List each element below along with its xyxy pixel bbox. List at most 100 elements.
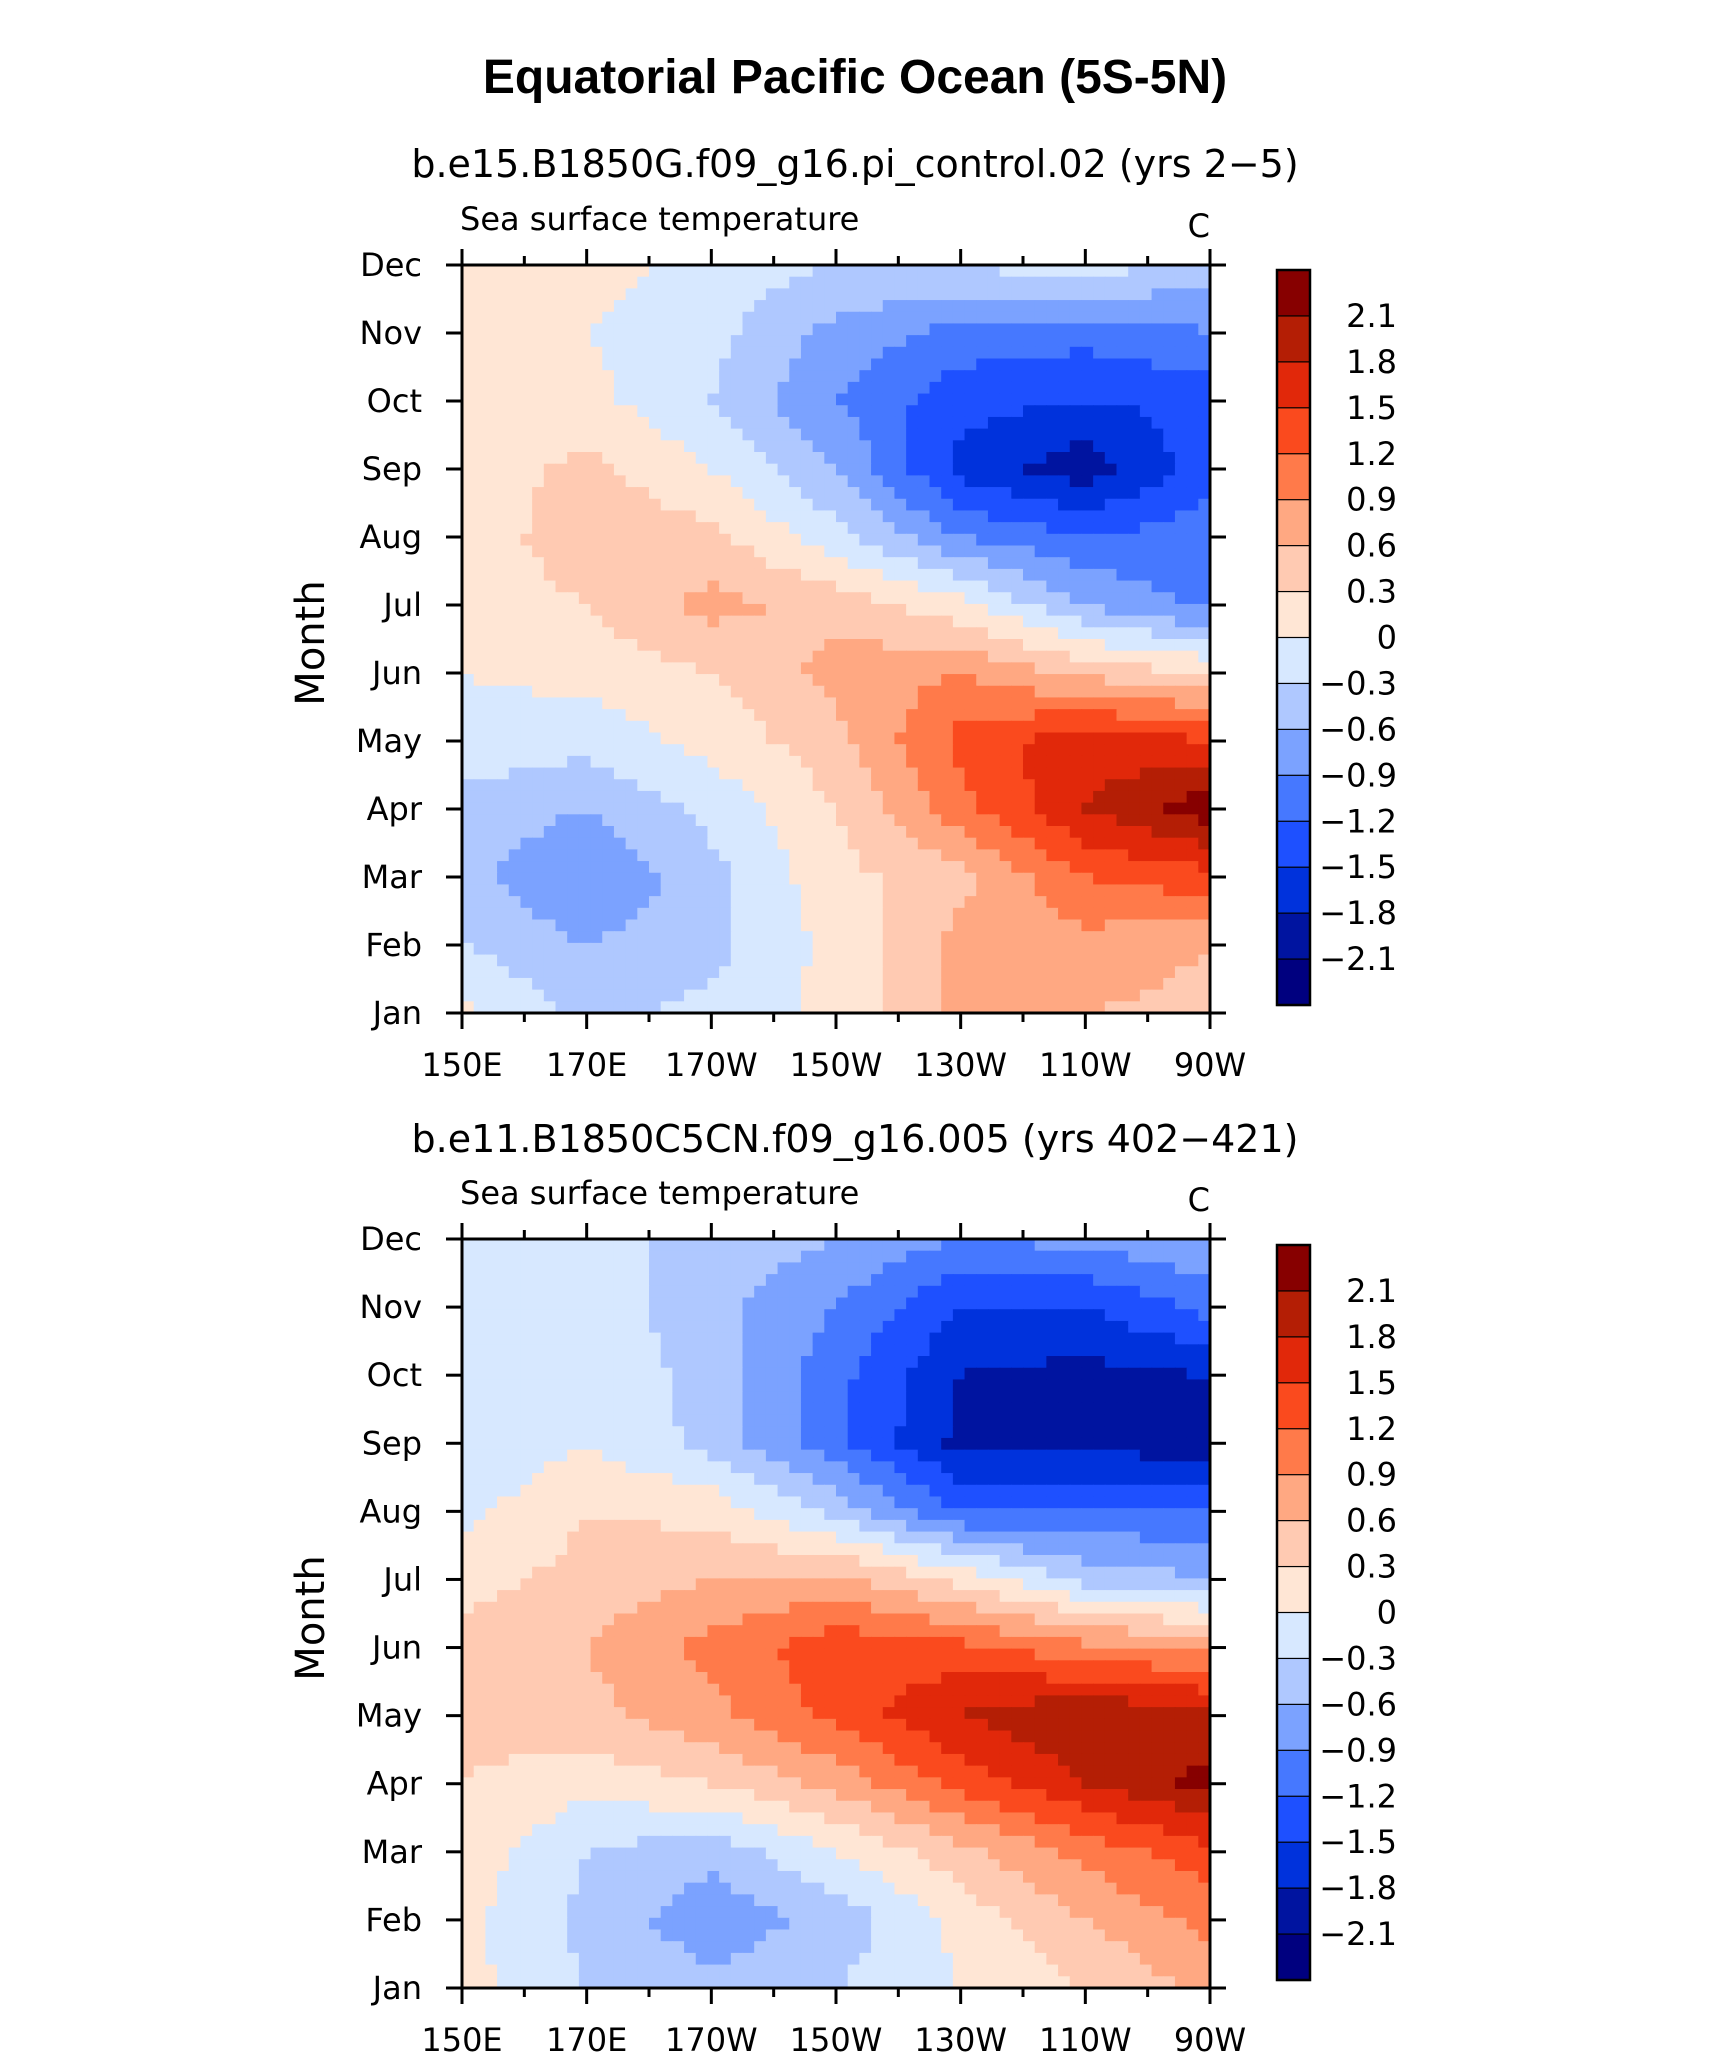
field-cell (473, 463, 486, 476)
field-cell (462, 428, 475, 441)
field-cell (941, 849, 954, 862)
field-cell (1011, 545, 1024, 558)
field-cell (532, 393, 545, 406)
field-cell (976, 627, 989, 640)
field-cell (1011, 603, 1024, 617)
field-cell (906, 966, 919, 979)
field-cell (695, 405, 709, 418)
panel-1-variable-label: Sea surface temperature (460, 200, 859, 238)
field-cell (555, 522, 568, 535)
field-cell (824, 919, 837, 932)
field-cell (789, 475, 802, 488)
field-cell (684, 826, 697, 839)
field-cell (836, 603, 849, 617)
field-cell (987, 837, 1001, 850)
field-cell (684, 849, 697, 862)
field-cell (672, 1239, 685, 1252)
field-cell (1139, 1309, 1153, 1322)
field-cell (695, 311, 709, 325)
field-cell (1058, 989, 1071, 1002)
field-cell (567, 1332, 580, 1345)
field-cell (508, 580, 522, 593)
panel-2-units-label: C (1188, 1181, 1210, 1219)
field-cell (1116, 919, 1129, 932)
field-cell (1128, 826, 1141, 839)
field-cell (532, 370, 545, 383)
field-cell (742, 487, 755, 500)
field-cell (952, 615, 966, 628)
field-cell (543, 720, 557, 734)
field-cell (473, 627, 486, 640)
field-cell (836, 954, 849, 967)
field-cell (660, 335, 673, 348)
field-cell (847, 335, 860, 348)
field-cell (789, 381, 802, 395)
field-cell (532, 592, 545, 605)
field-cell (976, 1320, 989, 1334)
field-cell (1046, 790, 1059, 804)
field-cell (637, 849, 650, 862)
field-cell (1174, 475, 1188, 488)
field-cell (765, 300, 779, 313)
field-cell (602, 370, 615, 383)
field-cell (660, 1320, 673, 1334)
field-cell (1139, 265, 1153, 278)
colorbar-level-label: −2.1 (1319, 940, 1397, 978)
field-cell (1128, 557, 1141, 570)
field-cell (578, 615, 592, 628)
field-cell (1069, 1344, 1083, 1357)
field-cell (882, 592, 896, 605)
field-cell (532, 779, 545, 792)
field-cell (1011, 779, 1024, 792)
field-cell (590, 872, 603, 886)
field-cell (660, 580, 673, 593)
field-cell (1116, 627, 1129, 640)
field-cell (952, 276, 966, 289)
field-cell (613, 370, 627, 383)
field-cell (684, 358, 697, 371)
field-cell (1093, 603, 1106, 617)
field-cell (567, 276, 580, 289)
field-cell (613, 1332, 627, 1345)
field-cell (602, 674, 615, 687)
field-cell (836, 779, 849, 792)
field-cell (613, 1367, 627, 1381)
field-cell (824, 1250, 837, 1263)
field-cell (754, 1001, 767, 1014)
field-cell (906, 826, 919, 839)
field-cell (613, 977, 627, 991)
field-cell (777, 896, 790, 909)
field-cell (929, 1250, 942, 1263)
field-cell (532, 300, 545, 313)
field-cell (1058, 393, 1071, 406)
field-cell (1198, 475, 1211, 488)
field-cell (1139, 288, 1153, 301)
field-cell (1034, 977, 1047, 991)
field-cell (578, 977, 592, 991)
field-cell (836, 335, 849, 348)
field-cell (1198, 826, 1211, 839)
field-cell (871, 755, 884, 769)
field-cell (695, 1356, 709, 1369)
field-cell (1046, 592, 1059, 605)
field-cell (859, 802, 872, 815)
field-cell (473, 487, 486, 500)
field-cell (543, 989, 557, 1002)
field-cell (602, 522, 615, 535)
field-cell (1104, 814, 1118, 827)
field-cell (719, 487, 732, 500)
panel-1-plot-area: 150E 170E 170W 150W 130W 110W 90WJanFebMarAprM… (356, 246, 1246, 1084)
field-cell (497, 498, 510, 512)
field-cell (929, 884, 942, 897)
field-cell (508, 1262, 522, 1275)
field-cell (578, 510, 592, 523)
field-cell (871, 533, 884, 547)
field-cell (929, 1320, 942, 1334)
field-cell (859, 311, 872, 325)
field-cell (1139, 440, 1153, 453)
field-cell (1058, 1309, 1071, 1322)
field-cell (1023, 592, 1036, 605)
field-cell (719, 346, 732, 360)
field-cell (613, 767, 627, 780)
field-cell (941, 1320, 954, 1334)
